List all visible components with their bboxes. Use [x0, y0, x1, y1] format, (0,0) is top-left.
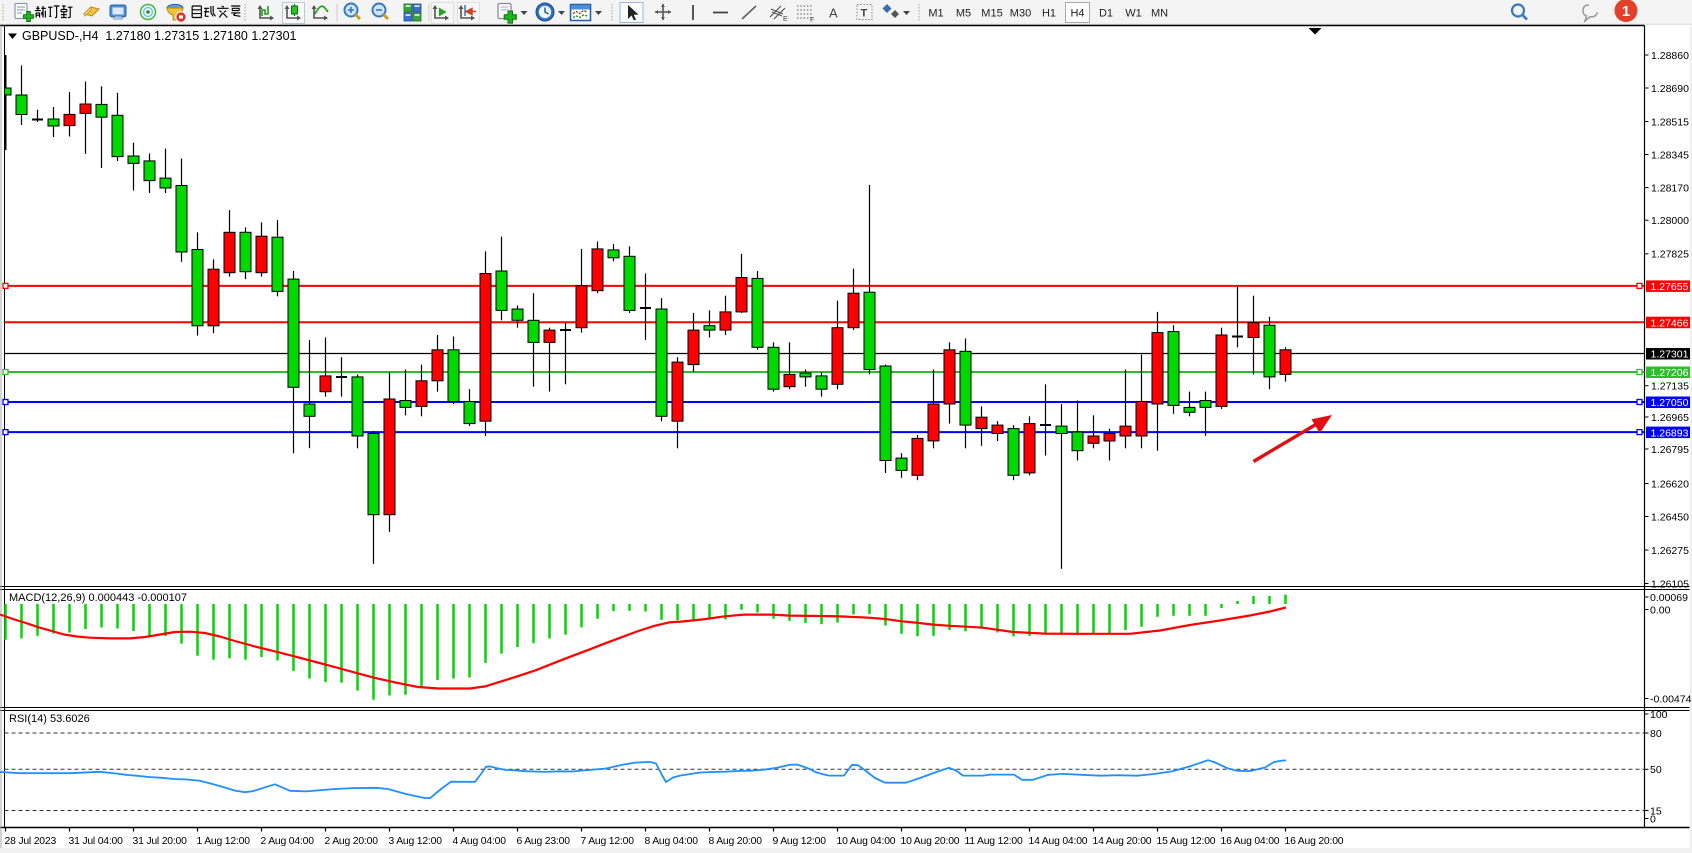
- svg-text:1.27135: 1.27135: [1651, 381, 1689, 393]
- svg-text:M15: M15: [981, 8, 1002, 20]
- svg-text:D1: D1: [1099, 8, 1113, 20]
- svg-text:0.00: 0.00: [1650, 604, 1671, 616]
- svg-text:6 Aug 23:00: 6 Aug 23:00: [517, 836, 571, 847]
- svg-text:M1: M1: [928, 8, 943, 20]
- svg-text:1.26620: 1.26620: [1651, 478, 1689, 490]
- svg-text:1.27206: 1.27206: [1651, 367, 1689, 379]
- svg-text:H4: H4: [1070, 8, 1084, 20]
- svg-text:E: E: [783, 16, 788, 23]
- svg-text:1.28000: 1.28000: [1651, 215, 1689, 227]
- svg-text:9 Aug 12:00: 9 Aug 12:00: [773, 836, 827, 847]
- svg-text:31 Jul 04:00: 31 Jul 04:00: [69, 836, 124, 847]
- svg-text:1.28860: 1.28860: [1651, 50, 1689, 62]
- svg-text:M30: M30: [1010, 8, 1031, 20]
- svg-text:1 Aug 12:00: 1 Aug 12:00: [197, 836, 251, 847]
- svg-text:1.28345: 1.28345: [1651, 149, 1689, 161]
- svg-text:M5: M5: [956, 8, 971, 20]
- svg-text:14 Aug 04:00: 14 Aug 04:00: [1029, 836, 1088, 847]
- svg-text:0.00069: 0.00069: [1650, 592, 1688, 604]
- svg-text:28 Jul 2023: 28 Jul 2023: [5, 836, 57, 847]
- svg-text:1.28515: 1.28515: [1651, 116, 1689, 128]
- svg-text:100: 100: [1650, 709, 1668, 721]
- svg-text:16 Aug 04:00: 16 Aug 04:00: [1221, 836, 1280, 847]
- svg-text:8 Aug 04:00: 8 Aug 04:00: [645, 836, 699, 847]
- svg-text:1.26965: 1.26965: [1651, 412, 1689, 424]
- svg-text:7 Aug 12:00: 7 Aug 12:00: [581, 836, 635, 847]
- svg-text:2 Aug 04:00: 2 Aug 04:00: [261, 836, 315, 847]
- svg-text:1.26893: 1.26893: [1651, 427, 1689, 439]
- svg-text:1.28170: 1.28170: [1651, 182, 1689, 194]
- svg-text:10 Aug 04:00: 10 Aug 04:00: [837, 836, 896, 847]
- svg-text:15: 15: [1650, 805, 1662, 817]
- svg-text:T: T: [861, 8, 868, 20]
- svg-text:8 Aug 20:00: 8 Aug 20:00: [709, 836, 763, 847]
- svg-text:1: 1: [1622, 3, 1630, 20]
- svg-text:0: 0: [1650, 813, 1656, 825]
- svg-text:4 Aug 04:00: 4 Aug 04:00: [453, 836, 507, 847]
- svg-text:1.27466: 1.27466: [1651, 317, 1689, 329]
- svg-text:1.28690: 1.28690: [1651, 83, 1689, 95]
- svg-text:1.27050: 1.27050: [1651, 397, 1689, 409]
- svg-text:RSI(14) 53.6026: RSI(14) 53.6026: [9, 713, 90, 725]
- svg-text:50: 50: [1650, 764, 1662, 776]
- svg-text:1.26275: 1.26275: [1651, 545, 1689, 557]
- svg-text:1.26450: 1.26450: [1651, 511, 1689, 523]
- svg-text:H1: H1: [1042, 8, 1056, 20]
- svg-text:11 Aug 12:00: 11 Aug 12:00: [965, 836, 1023, 847]
- svg-text:GBPUSD-,H4 1.27180 1.27315 1.: GBPUSD-,H4 1.27180 1.27315 1.27180 1.273…: [22, 29, 297, 43]
- svg-text:80: 80: [1650, 728, 1662, 740]
- svg-text:1.26105: 1.26105: [1651, 578, 1689, 590]
- svg-text:1.26795: 1.26795: [1651, 444, 1689, 456]
- svg-text:MACD(12,26,9) 0.000443 -0.0001: MACD(12,26,9) 0.000443 -0.000107: [9, 592, 187, 604]
- svg-text:14 Aug 20:00: 14 Aug 20:00: [1093, 836, 1152, 847]
- svg-text:W1: W1: [1125, 8, 1142, 20]
- svg-text:A: A: [829, 6, 838, 21]
- svg-text:1.27655: 1.27655: [1651, 281, 1689, 293]
- svg-text:MN: MN: [1151, 8, 1168, 20]
- svg-text:1.27825: 1.27825: [1651, 249, 1689, 261]
- svg-text:10 Aug 20:00: 10 Aug 20:00: [901, 836, 960, 847]
- svg-text:16 Aug 20:00: 16 Aug 20:00: [1285, 836, 1344, 847]
- svg-text:31 Jul 20:00: 31 Jul 20:00: [133, 836, 188, 847]
- svg-text:15 Aug 12:00: 15 Aug 12:00: [1157, 836, 1216, 847]
- svg-text:F: F: [810, 17, 814, 24]
- svg-text:3 Aug 12:00: 3 Aug 12:00: [389, 836, 443, 847]
- svg-text:1.27301: 1.27301: [1651, 349, 1689, 361]
- svg-text:2 Aug 20:00: 2 Aug 20:00: [325, 836, 379, 847]
- svg-text:-0.004748: -0.004748: [1650, 693, 1692, 705]
